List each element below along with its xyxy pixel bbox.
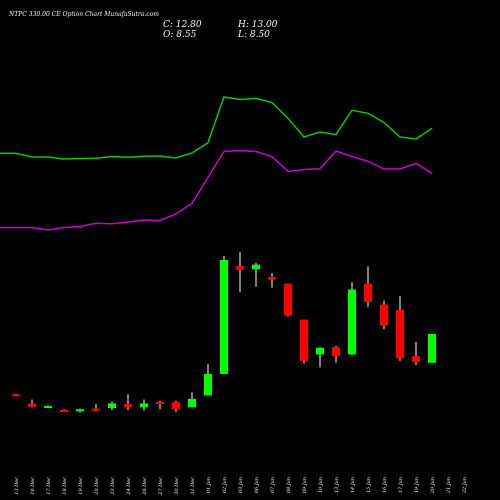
x-tick-label: 08 Jan <box>286 477 292 493</box>
candle-body <box>12 394 20 397</box>
candle <box>364 266 372 308</box>
x-tick-label: 14 Jan <box>350 477 356 493</box>
candle <box>252 262 260 287</box>
candle <box>268 273 276 288</box>
candle <box>428 334 436 363</box>
candle <box>396 296 404 361</box>
x-tick-label: 16 Dec <box>30 477 36 495</box>
candle <box>412 341 420 365</box>
candle <box>60 409 68 412</box>
x-tick-label: 01 Jan <box>206 477 212 493</box>
x-tick-label: 06 Jan <box>254 477 260 493</box>
candle-body <box>172 402 180 410</box>
indicator-lines <box>0 96 433 231</box>
x-tick-label: 19 Dec <box>78 477 84 495</box>
x-tick-label: 13 Jan <box>334 477 340 493</box>
candle-body <box>44 406 52 408</box>
x-tick-label: 30 Dec <box>174 477 180 495</box>
candle-body <box>204 373 212 396</box>
candle <box>12 393 20 397</box>
x-axis-ticks: 13 Dec 16 Dec 17 Dec 18 Dec 19 Dec 20 Dec 23 D… <box>14 477 468 496</box>
x-tick-label: 19 Jan <box>414 477 420 493</box>
x-tick-label: 24 Dec <box>126 477 132 496</box>
candle <box>124 394 132 410</box>
candle <box>332 345 340 363</box>
candle-body <box>364 283 372 302</box>
x-tick-label: 22 Jan <box>462 477 468 494</box>
candle <box>76 408 84 413</box>
x-tick-label: 18 Dec <box>62 477 68 495</box>
candle <box>188 392 196 408</box>
candle-body <box>156 402 164 405</box>
candle-body <box>252 264 260 270</box>
x-tick-label: 26 Dec <box>142 477 148 496</box>
candle-body <box>284 283 292 315</box>
candles <box>12 252 436 413</box>
candle <box>300 319 308 364</box>
candle <box>28 399 36 408</box>
candle-body <box>28 403 36 407</box>
candle-body <box>348 289 356 355</box>
candle <box>380 300 388 330</box>
candle <box>220 256 228 374</box>
candle-body <box>60 410 68 412</box>
candle-body <box>188 398 196 408</box>
candle <box>108 401 116 410</box>
candle <box>284 283 292 317</box>
high-value: H: 13.00 <box>237 20 278 30</box>
candle <box>236 252 244 293</box>
candle <box>92 404 100 412</box>
lower-band-line <box>0 149 433 231</box>
x-tick-label: 27 Dec <box>158 477 164 496</box>
x-tick-label: 21 Jan <box>446 477 452 494</box>
candle-body <box>124 404 132 408</box>
candle <box>156 400 164 410</box>
x-tick-label: 09 Jan <box>302 477 308 493</box>
candle-body <box>268 277 276 280</box>
candle <box>44 405 52 408</box>
open-value: O: 8.55 <box>163 30 197 40</box>
candle-body <box>108 403 116 408</box>
candle-body <box>316 347 324 355</box>
x-tick-label: 17 Jan <box>398 477 404 493</box>
candle-body <box>412 356 420 363</box>
low-value: L: 8.50 <box>237 30 270 40</box>
candle-body <box>300 319 308 361</box>
chart-title: NTPC 330.00 CE Option Chart MunafaSutra.… <box>8 11 159 18</box>
candle-body <box>428 334 436 363</box>
candle <box>172 400 180 412</box>
close-value: C: 12.80 <box>163 20 202 30</box>
x-tick-label: 02 Jan <box>222 477 228 493</box>
x-tick-label: 07 Jan <box>270 477 276 493</box>
x-tick-label: 23 Dec <box>110 477 116 496</box>
candle-body <box>332 347 340 357</box>
upper-band-line <box>0 96 433 160</box>
candle-body <box>220 260 228 374</box>
x-tick-label: 20 Jan <box>430 477 436 494</box>
candle-body <box>92 408 100 411</box>
x-tick-label: 20 Dec <box>94 477 100 496</box>
candle <box>140 399 148 411</box>
candle-body <box>236 265 244 270</box>
x-tick-label: 03 Jan <box>238 477 244 493</box>
x-tick-label: 16 Jan <box>382 477 388 493</box>
candle-body <box>380 304 388 326</box>
candle-body <box>140 403 148 408</box>
x-tick-label: 13 Dec <box>14 477 20 495</box>
candle-body <box>76 409 84 412</box>
x-tick-label: 17 Dec <box>46 477 52 495</box>
x-tick-label: 31 Dec <box>190 477 196 495</box>
candle <box>348 282 356 355</box>
candle <box>316 347 324 368</box>
candle-body <box>396 309 404 359</box>
x-tick-label: 10 Jan <box>318 477 324 493</box>
x-tick-label: 15 Jan <box>366 477 372 493</box>
candle <box>204 364 212 396</box>
